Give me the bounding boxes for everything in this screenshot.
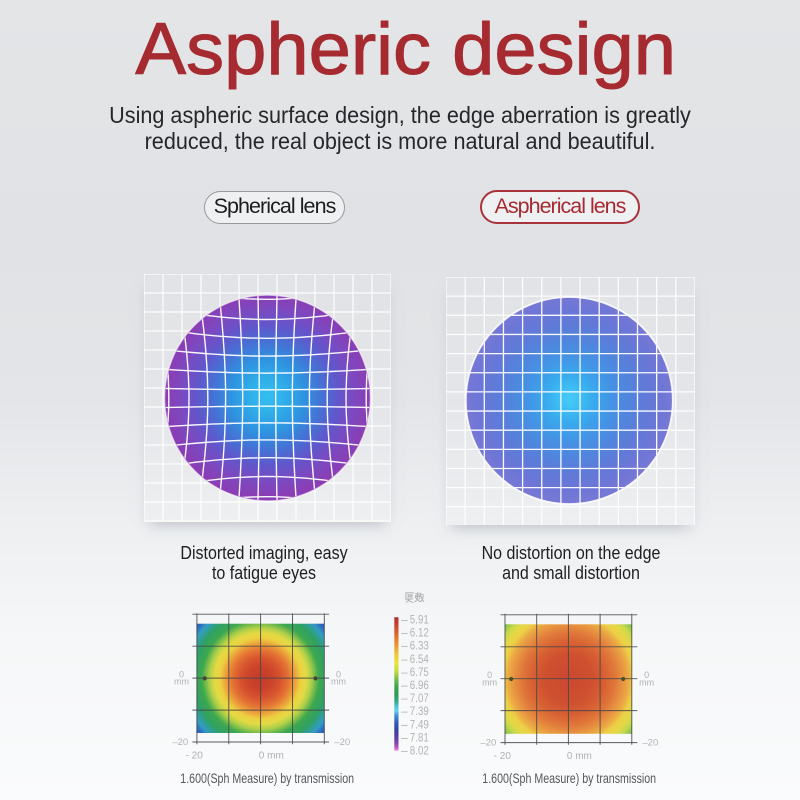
svg-text:7.07: 7.07 bbox=[410, 691, 429, 705]
svg-text:0: 0 bbox=[487, 670, 492, 680]
svg-text:–20: –20 bbox=[480, 737, 496, 748]
svg-text:–: – bbox=[401, 615, 408, 627]
svg-text:- 20: - 20 bbox=[186, 751, 204, 762]
svg-text:0 mm: 0 mm bbox=[567, 751, 592, 762]
svg-text:–20: –20 bbox=[172, 737, 188, 748]
svg-text:6.33: 6.33 bbox=[410, 639, 429, 653]
svg-text:7.49: 7.49 bbox=[410, 717, 429, 731]
svg-text:–: – bbox=[401, 667, 408, 679]
svg-text:–20: –20 bbox=[334, 737, 350, 748]
svg-text:–: – bbox=[401, 732, 408, 744]
svg-text:- 20: - 20 bbox=[494, 751, 512, 762]
svg-text:5.91: 5.91 bbox=[410, 613, 429, 627]
svg-text:–: – bbox=[401, 654, 408, 666]
svg-text:–: – bbox=[401, 628, 408, 640]
svg-text:0 mm: 0 mm bbox=[259, 751, 284, 762]
svg-text:–: – bbox=[401, 719, 408, 731]
svg-text:8.02: 8.02 bbox=[410, 744, 429, 758]
svg-text:mm: mm bbox=[331, 677, 346, 687]
svg-text:0: 0 bbox=[179, 670, 184, 680]
svg-text:mm: mm bbox=[639, 677, 654, 687]
svg-text:–20: –20 bbox=[642, 737, 658, 748]
svg-text:7.81: 7.81 bbox=[410, 730, 429, 744]
svg-text:7.39: 7.39 bbox=[410, 704, 429, 718]
svg-text:mm: mm bbox=[174, 677, 189, 687]
svg-text:–: – bbox=[401, 706, 408, 718]
svg-text:–: – bbox=[401, 641, 408, 653]
svg-text:6.12: 6.12 bbox=[410, 626, 429, 640]
svg-text:6.54: 6.54 bbox=[410, 652, 429, 666]
svg-text:6.96: 6.96 bbox=[410, 678, 429, 692]
svg-text:1.600(Sph Measure) by transmis: 1.600(Sph Measure) by transmission bbox=[180, 770, 354, 786]
svg-text:0: 0 bbox=[644, 670, 649, 680]
svg-text:0: 0 bbox=[336, 670, 341, 680]
svg-text:mm: mm bbox=[482, 677, 497, 687]
svg-text:1.600(Sph Measure) by transmis: 1.600(Sph Measure) by transmission bbox=[482, 770, 656, 786]
svg-text:6.75: 6.75 bbox=[410, 665, 429, 679]
svg-text:–: – bbox=[401, 693, 408, 705]
svg-text:–: – bbox=[401, 680, 408, 692]
svg-text:–: – bbox=[401, 746, 408, 758]
